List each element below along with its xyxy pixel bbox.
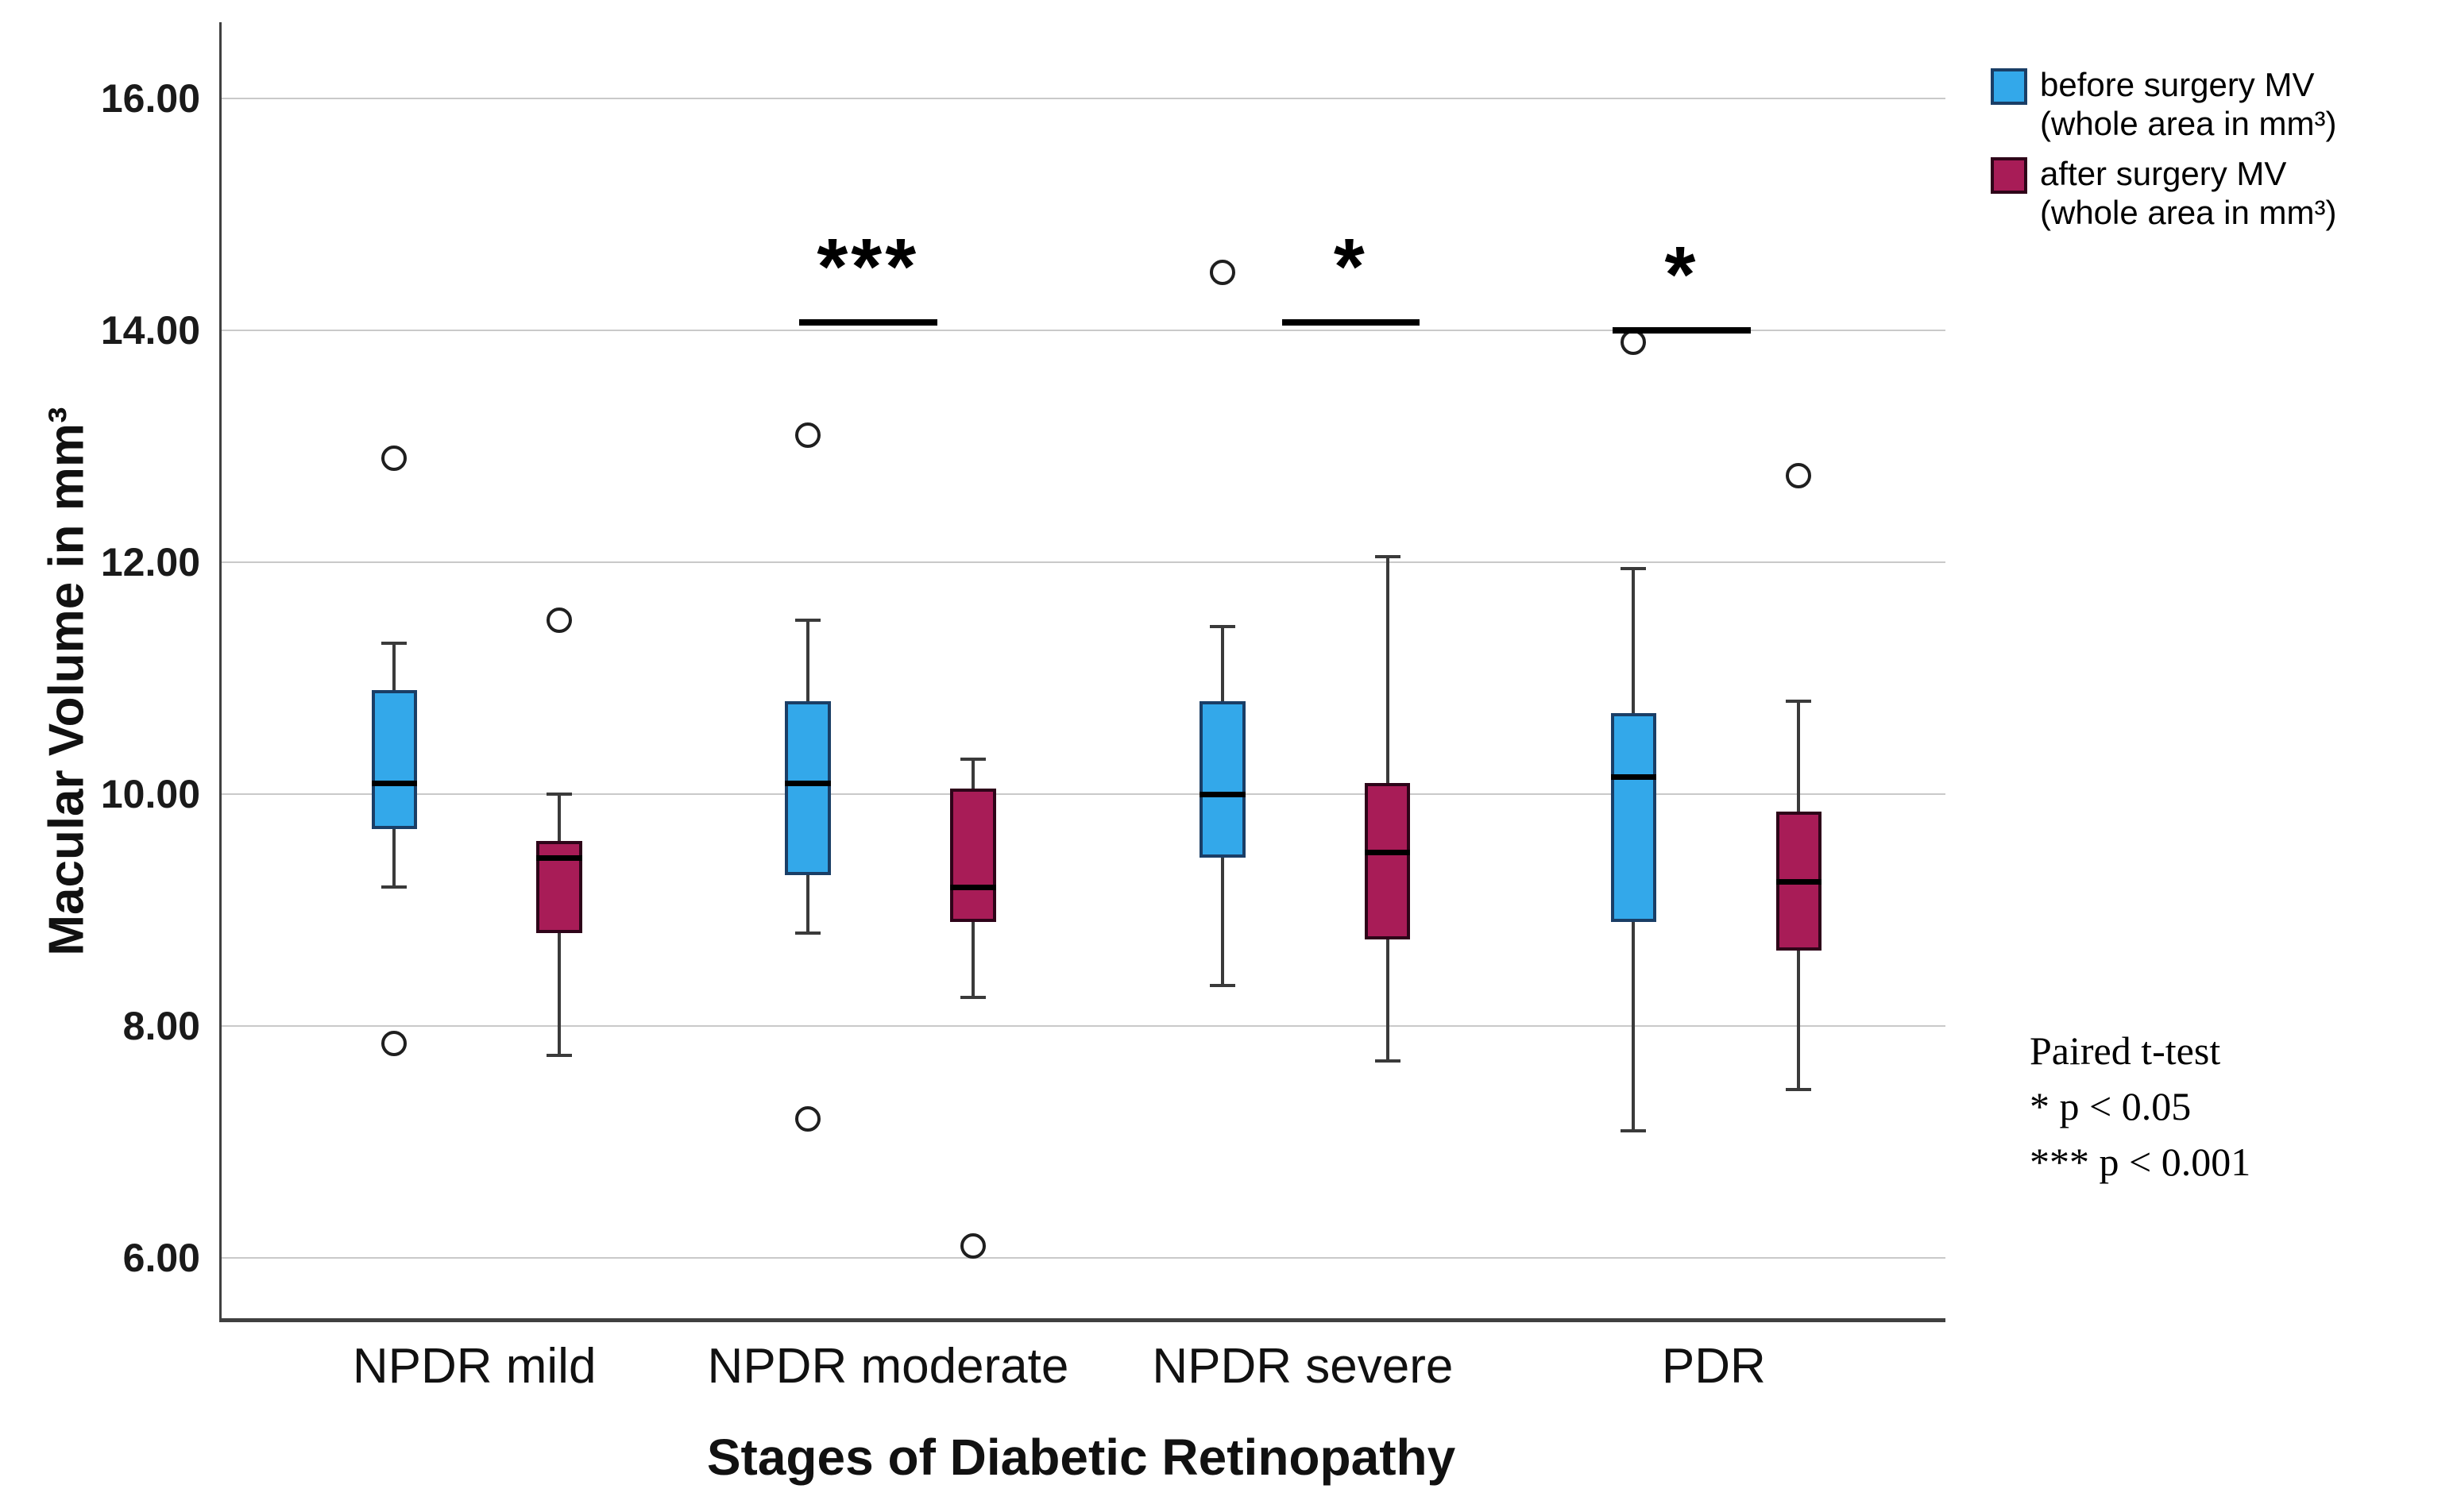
whisker-cap-low-after-PDR [1786, 1088, 1812, 1092]
outlier-point-before-NPDR-mild [381, 1031, 408, 1057]
statistics-note: Paired t-test * p < 0.05 *** p < 0.001 [2030, 1023, 2250, 1190]
x-category-label-NPDR-moderate: NPDR moderate [707, 1339, 1069, 1394]
y-axis-title: Macular Volume in mm³ [39, 407, 95, 956]
median-line-before-PDR [1610, 774, 1657, 781]
whisker-cap-low-after-NPDR-mild [547, 1053, 573, 1057]
outlier-point-before-NPDR-mild [381, 445, 408, 471]
legend-swatch-after [1991, 157, 2027, 194]
gridline-8.00 [222, 1025, 1945, 1028]
whisker-cap-low-after-NPDR-severe [1374, 1059, 1400, 1063]
whisker-cap-high-after-PDR [1786, 700, 1812, 704]
gridline-10.00 [222, 793, 1945, 796]
iqr-box-before-PDR [1610, 713, 1657, 922]
iqr-box-after-NPDR-severe [1365, 782, 1411, 939]
outlier-point-after-PDR [1786, 462, 1812, 488]
significance-label-PDR: * [1664, 230, 1699, 320]
significance-label-NPDR-severe: * [1333, 222, 1368, 312]
note-line-p001: *** p < 0.001 [2030, 1140, 2251, 1184]
x-category-label-NPDR-mild: NPDR mild [352, 1339, 597, 1394]
outlier-point-before-NPDR-moderate [795, 422, 821, 448]
significance-label-NPDR-moderate: *** [817, 222, 920, 312]
y-tick-label-6.00: 6.00 [122, 1236, 200, 1281]
outlier-point-after-NPDR-moderate [960, 1233, 986, 1259]
median-line-before-NPDR-moderate [785, 780, 831, 786]
significance-bar-NPDR-severe [1281, 319, 1420, 326]
iqr-box-before-NPDR-mild [371, 689, 417, 829]
significance-bar-PDR [1613, 327, 1751, 334]
y-tick-label-16.00: 16.00 [100, 76, 200, 122]
gridline-12.00 [222, 561, 1945, 564]
outlier-point-before-NPDR-moderate [795, 1105, 821, 1132]
median-line-after-NPDR-mild [536, 855, 582, 862]
legend-entry-before: before surgery MV (whole area in mm³) [1991, 65, 2336, 143]
legend-swatch-before [1991, 68, 2027, 105]
legend-label-before: before surgery MV (whole area in mm³) [2040, 65, 2336, 143]
legend-label-before-line1: before surgery MV [2040, 66, 2315, 103]
median-line-after-NPDR-moderate [950, 884, 996, 890]
whisker-cap-low-after-NPDR-moderate [960, 995, 986, 999]
x-category-label-PDR: PDR [1661, 1339, 1766, 1394]
median-line-after-NPDR-severe [1365, 850, 1411, 856]
x-axis-title: Stages of Diabetic Retinopathy [706, 1429, 1456, 1486]
gridline-14.00 [222, 330, 1945, 332]
iqr-box-before-NPDR-severe [1200, 701, 1246, 858]
note-line-p05: * p < 0.05 [2030, 1084, 2192, 1128]
y-tick-label-10.00: 10.00 [100, 772, 200, 817]
whisker-cap-low-before-PDR [1621, 1128, 1647, 1132]
significance-bar-NPDR-moderate [798, 319, 937, 326]
whisker-cap-low-before-NPDR-severe [1209, 984, 1235, 988]
legend-label-before-line2: (whole area in mm³) [2040, 105, 2337, 142]
iqr-box-after-NPDR-mild [536, 840, 582, 934]
whisker-cap-low-before-NPDR-mild [381, 885, 408, 889]
whisker-cap-low-before-NPDR-moderate [795, 932, 821, 935]
median-line-before-NPDR-mild [371, 780, 417, 786]
iqr-box-before-NPDR-moderate [785, 701, 831, 876]
legend-label-after: after surgery MV (whole area in mm³) [2040, 154, 2336, 232]
whisker-cap-high-after-NPDR-moderate [960, 758, 986, 762]
outlier-point-before-NPDR-severe [1209, 260, 1235, 286]
median-line-after-PDR [1775, 878, 1822, 885]
whisker-cap-high-before-NPDR-severe [1209, 624, 1235, 628]
gridline-16.00 [222, 98, 1945, 100]
gridline-6.00 [222, 1257, 1945, 1259]
legend-label-after-line1: after surgery MV [2040, 155, 2287, 192]
legend-entry-after: after surgery MV (whole area in mm³) [1991, 154, 2336, 232]
x-category-label-NPDR-severe: NPDR severe [1152, 1339, 1454, 1394]
median-line-before-NPDR-severe [1200, 792, 1246, 798]
whisker-cap-high-before-NPDR-mild [381, 642, 408, 646]
legend: before surgery MV (whole area in mm³) af… [1991, 65, 2336, 243]
y-tick-label-8.00: 8.00 [122, 1004, 200, 1049]
whisker-cap-high-before-PDR [1621, 566, 1647, 570]
y-tick-label-12.00: 12.00 [100, 540, 200, 585]
plot-area: *** * * [219, 22, 1945, 1322]
iqr-box-after-NPDR-moderate [950, 788, 996, 922]
outlier-point-after-NPDR-mild [547, 608, 573, 634]
whisker-cap-high-before-NPDR-moderate [795, 619, 821, 623]
note-line-test: Paired t-test [2030, 1028, 2221, 1073]
whisker-cap-high-after-NPDR-severe [1374, 554, 1400, 558]
legend-label-after-line2: (whole area in mm³) [2040, 194, 2337, 231]
whisker-cap-high-after-NPDR-mild [547, 793, 573, 796]
y-tick-label-14.00: 14.00 [100, 308, 200, 353]
